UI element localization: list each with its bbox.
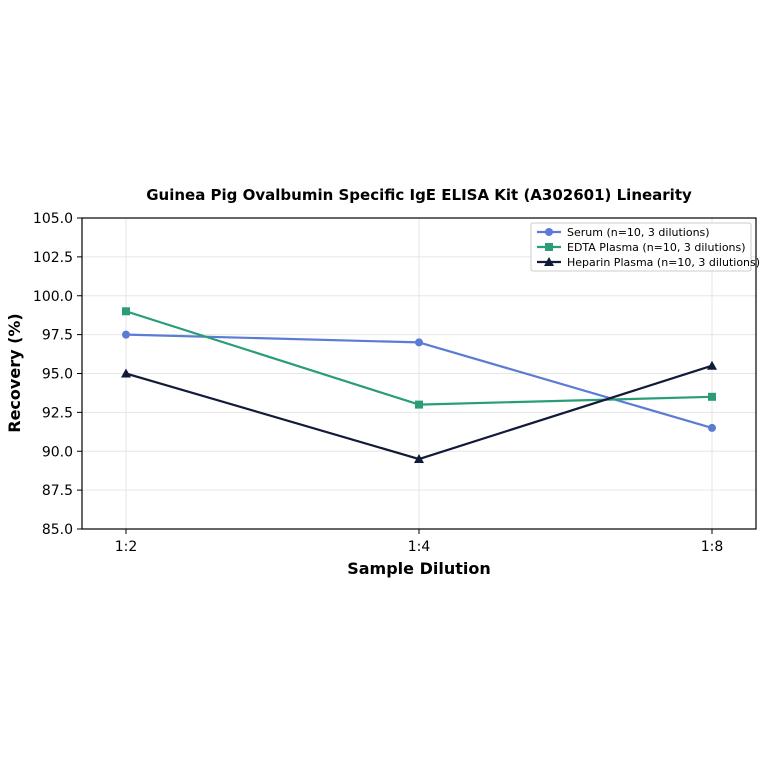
y-tick-label: 92.5 xyxy=(42,405,73,421)
data-point xyxy=(708,423,716,432)
y-axis-label: Recovery (%) xyxy=(5,313,24,432)
x-tick-label: 1:8 xyxy=(701,539,724,555)
series-layer xyxy=(121,307,717,464)
data-point xyxy=(121,368,131,378)
data-point xyxy=(415,338,423,347)
y-tick-label: 102.5 xyxy=(33,250,73,266)
data-point xyxy=(414,454,424,464)
legend-item: Serum (n=10, 3 dilutions) xyxy=(537,226,710,239)
legend-label: Heparin Plasma (n=10, 3 dilutions) xyxy=(567,256,760,269)
legend-item: EDTA Plasma (n=10, 3 dilutions) xyxy=(537,241,746,254)
legend-item: Heparin Plasma (n=10, 3 dilutions) xyxy=(537,256,760,269)
legend-box xyxy=(530,222,752,272)
data-point xyxy=(708,392,716,401)
data-point xyxy=(122,330,130,339)
legend-marker xyxy=(544,257,554,266)
y-axis-ticks: 85.0 87.5 90.0 92.5 95.0 97.5 100.0 102.5 105.0 xyxy=(33,211,82,538)
data-point xyxy=(707,360,717,370)
x-tick-label: 1:2 xyxy=(115,539,138,555)
y-tick-label: 87.5 xyxy=(42,483,73,499)
y-tick-label: 90.0 xyxy=(42,444,73,460)
data-point xyxy=(122,307,130,316)
legend: Serum (n=10, 3 dilutions) EDTA Plasma (n=… xyxy=(530,222,760,272)
legend-label: EDTA Plasma (n=10, 3 dilutions) xyxy=(567,241,746,254)
y-tick-label: 97.5 xyxy=(42,328,73,344)
legend-label: Serum (n=10, 3 dilutions) xyxy=(567,226,710,239)
y-tick-label: 105.0 xyxy=(33,211,73,227)
y-tick-label: 95.0 xyxy=(42,367,73,383)
legend-marker xyxy=(545,243,553,251)
data-point xyxy=(415,400,423,409)
chart-title: Guinea Pig Ovalbumin Specific IgE ELISA … xyxy=(146,186,692,204)
series-2 xyxy=(122,307,716,409)
x-axis-label: Sample Dilution xyxy=(347,559,491,578)
series-3 xyxy=(121,360,717,464)
y-tick-label: 85.0 xyxy=(42,522,73,538)
legend-marker xyxy=(545,228,553,236)
x-axis-ticks: 1:2 1:4 1:8 xyxy=(115,529,724,555)
y-tick-label: 100.0 xyxy=(33,289,73,305)
x-tick-label: 1:4 xyxy=(408,539,431,555)
